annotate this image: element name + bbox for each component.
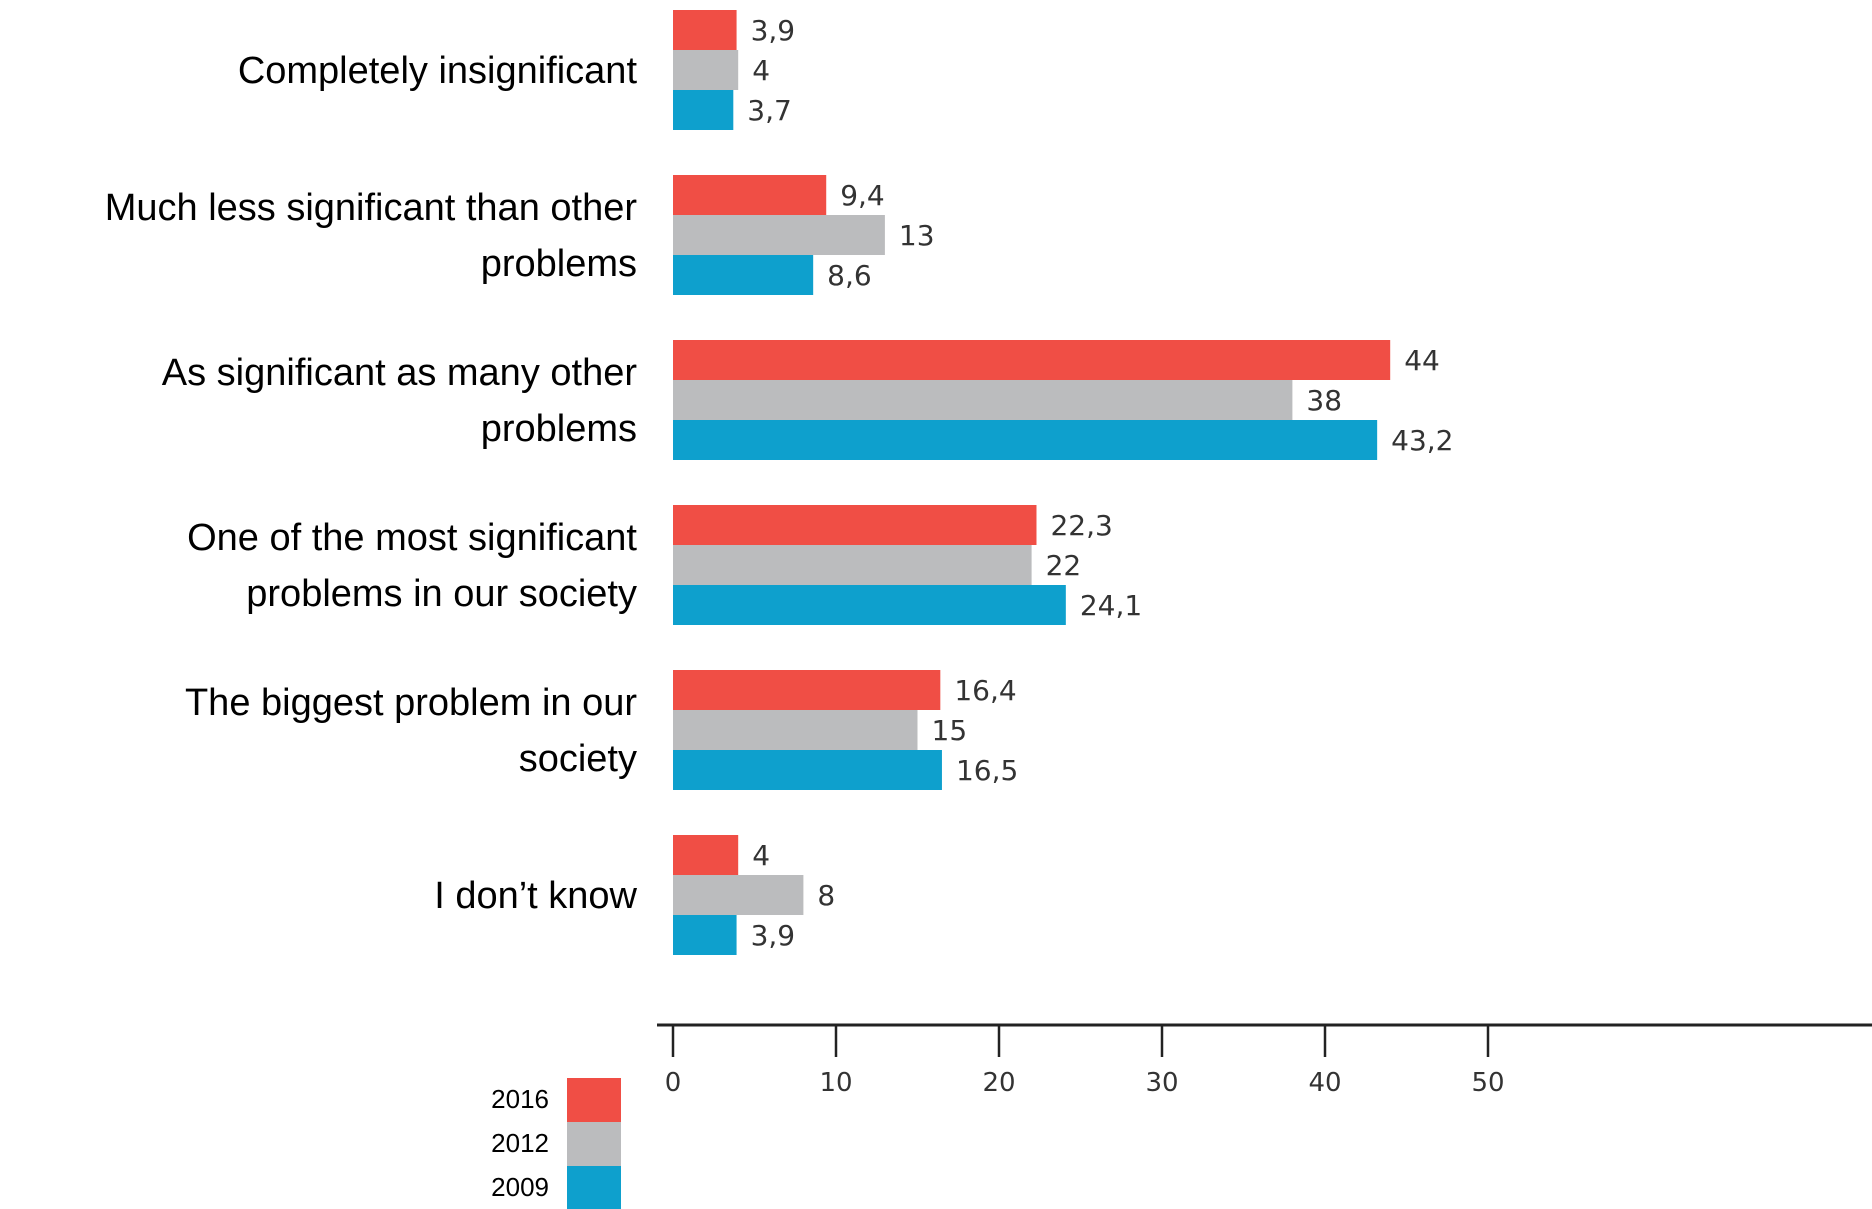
category-label: problems: [481, 408, 637, 450]
x-tick-label: 10: [819, 1068, 852, 1098]
legend-label: 2016: [491, 1084, 549, 1114]
category-label: As significant as many other: [162, 352, 638, 394]
category-label: The biggest problem in our: [185, 682, 637, 724]
bar-2009: [673, 420, 1378, 460]
data-label: 22,3: [1050, 509, 1112, 542]
data-label: 13: [899, 219, 935, 252]
x-tick-label: 30: [1145, 1068, 1178, 1098]
x-tick-label: 0: [665, 1068, 682, 1098]
data-label: 24,1: [1080, 589, 1142, 622]
bar-2012: [673, 380, 1293, 420]
x-tick-label: 50: [1471, 1068, 1504, 1098]
legend-swatch-2012: [567, 1122, 621, 1166]
category-label: One of the most significant: [187, 517, 637, 559]
legend-label: 2012: [491, 1128, 549, 1158]
bar-2016: [673, 670, 941, 710]
bars: 3,9 4 3,7 9,4 13 8,6 44 38 43,2 22,3 22 24,1 16,4 15 1…: [673, 10, 1454, 955]
category-label: I don’t know: [434, 875, 637, 917]
bar-2012: [673, 545, 1032, 585]
x-tick-label: 40: [1308, 1068, 1341, 1098]
bar-2016: [673, 505, 1037, 545]
category-label: Completely insignificant: [238, 50, 638, 92]
data-label: 38: [1306, 384, 1342, 417]
data-label: 4: [752, 54, 770, 87]
data-label: 3,7: [747, 94, 792, 127]
bar-2009: [673, 915, 737, 955]
category-labels: Completely insignificant Much less signif…: [105, 50, 638, 917]
bar-2009: [673, 585, 1066, 625]
bar-2012: [673, 50, 739, 90]
legend-label: 2009: [491, 1172, 549, 1202]
bar-2016: [673, 10, 737, 50]
category-label: Much less significant than other: [105, 187, 638, 229]
data-label: 3,9: [751, 919, 796, 952]
category-label: society: [519, 738, 637, 780]
bar-2016: [673, 340, 1391, 380]
bar-2016: [673, 175, 827, 215]
data-label: 43,2: [1391, 424, 1453, 457]
legend: 2016 2012 2009: [491, 1078, 621, 1209]
data-label: 8,6: [827, 259, 872, 292]
data-label: 9,4: [840, 179, 885, 212]
data-label: 15: [932, 714, 968, 747]
legend-swatch-2009: [567, 1166, 621, 1209]
bar-2012: [673, 875, 804, 915]
data-label: 4: [752, 839, 770, 872]
data-label: 16,5: [956, 754, 1018, 787]
data-label: 22: [1046, 549, 1082, 582]
x-tick-label: 20: [982, 1068, 1015, 1098]
data-label: 8: [817, 879, 835, 912]
legend-swatch-2016: [567, 1078, 621, 1122]
bar-2009: [673, 90, 734, 130]
bar-2012: [673, 215, 885, 255]
data-label: 3,9: [751, 14, 796, 47]
bar-2009: [673, 750, 942, 790]
category-label: problems in our society: [246, 573, 637, 615]
x-axis: 0 10 20 30 40 50: [657, 1023, 1872, 1098]
bar-2012: [673, 710, 918, 750]
category-label: problems: [481, 243, 637, 285]
bar-2016: [673, 835, 739, 875]
bar-2009: [673, 255, 814, 295]
data-label: 44: [1404, 344, 1440, 377]
data-label: 16,4: [954, 674, 1016, 707]
